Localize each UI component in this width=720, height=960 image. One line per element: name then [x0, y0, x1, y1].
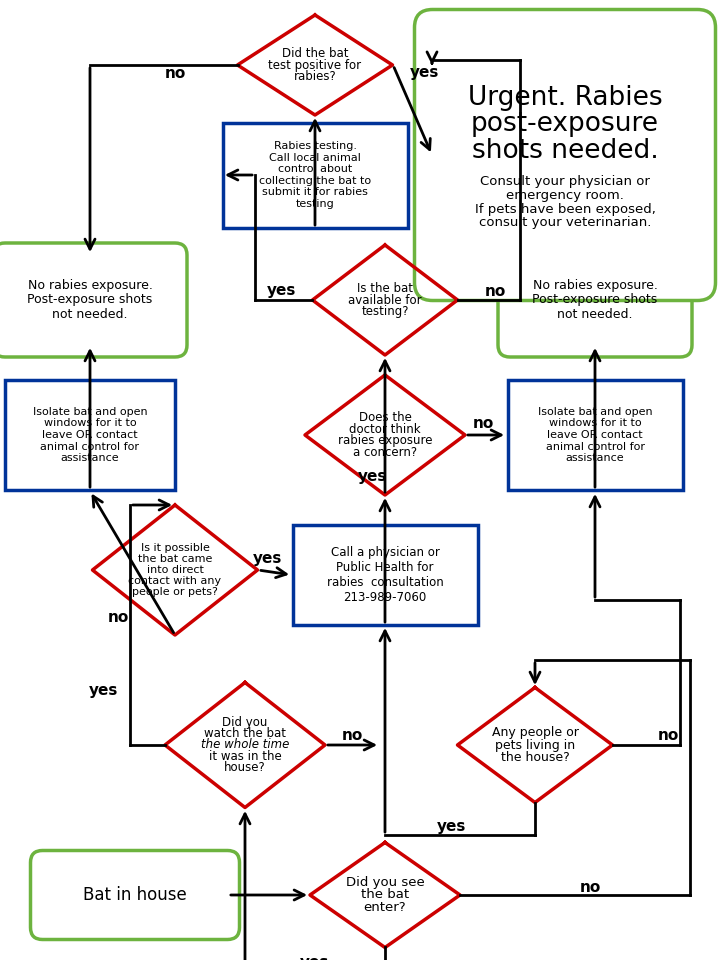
- Text: Isolate bat and open
windows for it to
leave OR contact
animal control for
assis: Isolate bat and open windows for it to l…: [32, 407, 148, 464]
- Text: no: no: [164, 66, 186, 82]
- Text: Rabies testing.
Call local animal
control about
collecting the bat to
submit it : Rabies testing. Call local animal contro…: [259, 141, 371, 209]
- Polygon shape: [165, 683, 325, 807]
- Text: the bat: the bat: [361, 889, 409, 901]
- Text: Does the: Does the: [359, 411, 411, 424]
- Text: Is the bat: Is the bat: [357, 282, 413, 295]
- FancyBboxPatch shape: [5, 380, 175, 490]
- Text: the whole time: the whole time: [201, 738, 289, 752]
- Text: people or pets?: people or pets?: [132, 587, 218, 596]
- Text: yes: yes: [267, 283, 297, 299]
- Text: Any people or: Any people or: [492, 727, 578, 739]
- Text: consult your veterinarian.: consult your veterinarian.: [479, 216, 651, 229]
- Text: pets living in: pets living in: [495, 738, 575, 752]
- Text: Bat in house: Bat in house: [83, 886, 187, 904]
- FancyBboxPatch shape: [292, 525, 477, 625]
- Text: house?: house?: [224, 761, 266, 775]
- FancyBboxPatch shape: [415, 10, 716, 300]
- Text: the bat came: the bat came: [138, 554, 212, 564]
- Text: yes: yes: [300, 954, 330, 960]
- Text: Urgent. Rabies: Urgent. Rabies: [468, 84, 662, 110]
- Text: No rabies exposure.
Post-exposure shots
not needed.: No rabies exposure. Post-exposure shots …: [532, 278, 657, 322]
- Text: Did you see: Did you see: [346, 876, 424, 889]
- Text: If pets have been exposed,: If pets have been exposed,: [474, 203, 655, 216]
- Text: Consult your physician or: Consult your physician or: [480, 175, 650, 188]
- Text: no: no: [107, 611, 129, 626]
- Text: the house?: the house?: [500, 751, 570, 763]
- Text: No rabies exposure.
Post-exposure shots
not needed.: No rabies exposure. Post-exposure shots …: [27, 278, 153, 322]
- FancyBboxPatch shape: [498, 243, 692, 357]
- Polygon shape: [457, 687, 613, 803]
- Polygon shape: [312, 245, 457, 355]
- Text: available for: available for: [348, 294, 422, 306]
- Text: yes: yes: [410, 64, 440, 80]
- Text: Is it possible: Is it possible: [140, 543, 210, 553]
- Text: rabies?: rabies?: [294, 70, 336, 83]
- FancyBboxPatch shape: [0, 243, 187, 357]
- Text: doctor think: doctor think: [349, 422, 420, 436]
- Text: Did you: Did you: [222, 715, 268, 729]
- FancyBboxPatch shape: [222, 123, 408, 228]
- Text: a concern?: a concern?: [353, 445, 417, 459]
- Text: rabies exposure: rabies exposure: [338, 434, 432, 447]
- Text: no: no: [472, 416, 494, 430]
- Text: testing?: testing?: [361, 305, 409, 318]
- Text: emergency room.: emergency room.: [506, 189, 624, 202]
- Text: post-exposure: post-exposure: [471, 111, 659, 137]
- Text: watch the bat: watch the bat: [204, 727, 286, 740]
- Text: Did the bat: Did the bat: [282, 47, 348, 60]
- Text: yes: yes: [359, 468, 387, 484]
- Polygon shape: [238, 15, 392, 115]
- Polygon shape: [305, 375, 465, 495]
- Text: yes: yes: [437, 820, 467, 834]
- Text: it was in the: it was in the: [209, 750, 282, 763]
- Text: yes: yes: [253, 550, 283, 565]
- Text: no: no: [580, 879, 600, 895]
- Text: Isolate bat and open
windows for it to
leave OR contact
animal control for
assis: Isolate bat and open windows for it to l…: [538, 407, 652, 464]
- Text: no: no: [657, 728, 679, 742]
- Text: no: no: [485, 283, 505, 299]
- Text: into direct: into direct: [147, 565, 204, 575]
- Text: Call a physician or
Public Health for
rabies  consultation
213-989-7060: Call a physician or Public Health for ra…: [327, 546, 444, 604]
- Polygon shape: [310, 843, 460, 948]
- Polygon shape: [92, 505, 258, 635]
- Text: shots needed.: shots needed.: [472, 138, 658, 164]
- Text: contact with any: contact with any: [128, 576, 222, 586]
- FancyBboxPatch shape: [508, 380, 683, 490]
- FancyBboxPatch shape: [30, 851, 240, 940]
- Text: yes: yes: [89, 683, 118, 698]
- Text: test positive for: test positive for: [269, 59, 361, 71]
- Text: no: no: [341, 728, 363, 742]
- Text: enter?: enter?: [364, 901, 406, 914]
